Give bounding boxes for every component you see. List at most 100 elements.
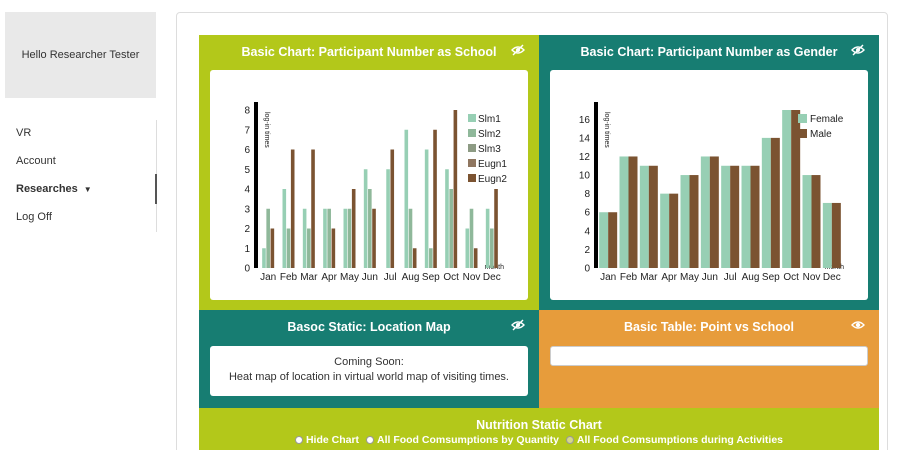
bar-slm2: [449, 189, 453, 268]
legend-label: Eugn1: [478, 159, 507, 170]
x-tick-label: Mar: [300, 272, 318, 283]
radio-label: Hide Chart: [305, 434, 360, 446]
radio-label: All Food Comsumptions by Quantity: [376, 434, 559, 446]
radio-hide-chart[interactable]: Hide Chart: [294, 434, 360, 446]
sidebar-item-label: Account: [16, 155, 56, 167]
bar-female: [721, 165, 731, 268]
bar-male: [831, 202, 841, 268]
panel-title: Basic Table: Point vs School: [624, 320, 794, 334]
bar-female: [599, 212, 609, 268]
radio-food-by-quantity[interactable]: All Food Comsumptions by Quantity: [365, 434, 559, 446]
bar-slm1: [363, 169, 368, 268]
x-tick-label: Apr: [321, 272, 337, 283]
bar-female: [619, 156, 629, 268]
legend-swatch: [798, 129, 807, 138]
y-tick-label: 0: [584, 264, 590, 275]
radio-button[interactable]: [365, 436, 374, 444]
bar-male: [689, 175, 699, 268]
bar-slm1: [343, 208, 348, 268]
bar-slm2: [327, 208, 331, 268]
radio-food-during-activities[interactable]: All Food Comsumptions during Activities: [565, 434, 783, 446]
bar-female: [741, 165, 751, 268]
sidebar-item-account[interactable]: Account: [16, 155, 56, 167]
bar-slm1: [262, 248, 266, 268]
sidebar-nav: VR Account Researches ▼ Log Off: [0, 120, 157, 232]
bar-eugn2: [270, 228, 275, 268]
y-axis-label: log-in times: [603, 112, 610, 148]
bar-slm1: [485, 208, 490, 268]
bar-eugn2: [372, 208, 376, 268]
bar-slm1: [465, 228, 470, 268]
y-tick-label: 5: [244, 165, 250, 176]
bar-slm1: [302, 208, 307, 268]
y-tick-label: 6: [244, 145, 250, 156]
bar-slm1: [323, 208, 327, 268]
y-axis-line: [254, 102, 258, 268]
legend-label: Female: [810, 114, 844, 125]
gender-chart-panel: Basic Chart: Participant Number as Gende…: [539, 35, 879, 310]
bar-slm2: [469, 208, 474, 268]
bar-female: [822, 202, 832, 268]
x-tick-label: Nov: [463, 272, 481, 283]
bar-male: [669, 193, 679, 268]
radio-button[interactable]: [294, 436, 303, 444]
bar-eugn2: [453, 110, 458, 268]
bar-eugn2: [494, 189, 498, 268]
dashboard-container: Basic Chart: Participant Number as Schoo…: [176, 12, 888, 450]
x-tick-label: Apr: [661, 272, 677, 283]
sidebar-item-log-off[interactable]: Log Off: [16, 211, 52, 223]
point-table-panel: Basic Table: Point vs School: [539, 310, 879, 408]
bar-eugn2: [290, 149, 295, 268]
bar-slm1: [282, 189, 287, 268]
location-map-placeholder: Coming Soon: Heat map of location in vir…: [210, 346, 528, 396]
legend-swatch: [468, 144, 476, 152]
sidebar-item-label: Log Off: [16, 211, 52, 223]
point-table-area: [550, 346, 868, 366]
school-bar-chart: 0 1 2 3 4 5 6 7 8 log-in times Jan Feb Mar Apr May Jun J…: [244, 102, 507, 283]
nutrition-options: Hide Chart All Food Comsumptions by Quan…: [199, 434, 879, 446]
user-greeting: Hello Researcher Tester: [5, 12, 156, 98]
eye-slash-icon[interactable]: [851, 44, 865, 56]
y-tick-label: 3: [244, 204, 250, 215]
eye-icon[interactable]: [851, 319, 865, 331]
x-tick-label: Sep: [762, 272, 780, 283]
x-tick-label: Feb: [280, 272, 298, 283]
x-tick-label: Nov: [803, 272, 821, 283]
x-tick-label: Jun: [702, 272, 718, 283]
y-tick-label: 10: [579, 171, 591, 182]
y-axis-label: log-in times: [263, 112, 270, 148]
x-tick-label: Oct: [443, 272, 459, 283]
legend-swatch: [468, 159, 476, 167]
bar-female: [700, 156, 710, 268]
y-tick-label: 16: [579, 115, 591, 126]
radio-button[interactable]: [565, 436, 574, 444]
sidebar-item-researches[interactable]: Researches ▼: [16, 183, 92, 195]
sidebar-item-vr[interactable]: VR: [16, 127, 31, 139]
bar-female: [660, 193, 670, 268]
eye-slash-icon[interactable]: [511, 319, 525, 331]
bar-male: [811, 175, 821, 268]
nutrition-panel: Nutrition Static Chart Hide Chart All Fo…: [199, 408, 879, 450]
x-tick-label: Jul: [724, 272, 737, 283]
x-tick-label: Jun: [362, 272, 378, 283]
y-tick-label: 2: [584, 245, 590, 256]
x-tick-label: May: [680, 272, 699, 283]
bar-eugn2: [473, 248, 478, 268]
panel-title: Basoc Static: Location Map: [287, 320, 451, 334]
legend-label: Eugn2: [478, 174, 507, 185]
bar-eugn2: [412, 248, 417, 268]
x-tick-label: Aug: [742, 272, 760, 283]
bar-slm2: [490, 228, 494, 268]
y-axis-line: [594, 102, 598, 268]
y-tick-label: 0: [244, 264, 250, 275]
caret-down-icon: ▼: [83, 184, 92, 194]
school-chart: 0 1 2 3 4 5 6 7 8 log-in times Jan Feb Mar Apr May Jun J…: [210, 70, 528, 300]
y-tick-label: 12: [579, 152, 591, 163]
x-tick-label: May: [340, 272, 359, 283]
eye-slash-icon[interactable]: [511, 44, 525, 56]
y-tick-label: 4: [584, 226, 590, 237]
bar-female: [680, 175, 690, 268]
bar-slm1: [404, 129, 409, 268]
bar-slm2: [266, 208, 270, 268]
x-tick-label: Jan: [260, 272, 276, 283]
